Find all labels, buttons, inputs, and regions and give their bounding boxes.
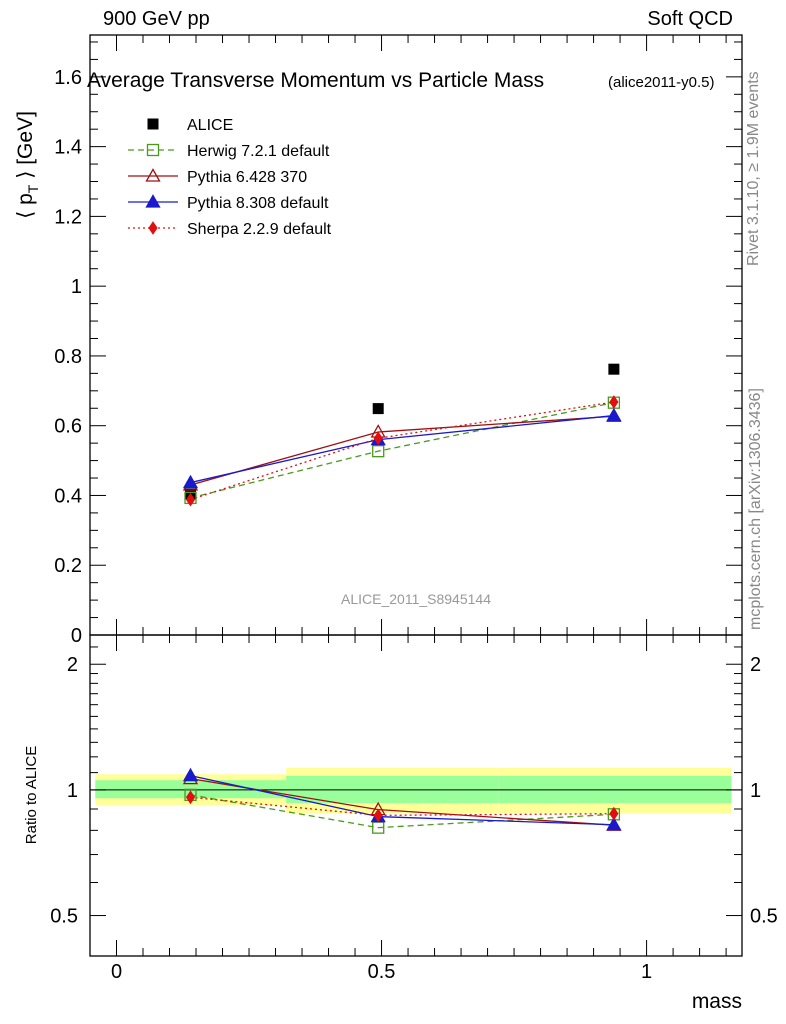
series-line-ratio	[190, 796, 614, 816]
series-point-main	[185, 492, 196, 507]
x-axis-label: mass	[692, 990, 742, 1013]
legend-label: Pythia 6.428 370	[187, 169, 307, 186]
y-tick-label: 0.4	[54, 485, 82, 507]
series-line-main	[190, 402, 615, 499]
axes	[89, 34, 743, 957]
ratio-y-axis-label: Ratio to ALICE	[23, 746, 40, 844]
series-point-main	[609, 395, 619, 409]
chart-subtitle: (alice2011-y0.5)	[608, 74, 714, 91]
legend: ALICE Herwig 7.2.1 default Pythia 6.428 37…	[128, 117, 332, 238]
analysis-watermark: ALICE_2011_S8945144	[341, 591, 491, 607]
y-tick-label: 0.2	[54, 555, 82, 577]
rivet-version-label: Rivet 3.1.10, ≥ 1.9M events	[745, 71, 762, 266]
legend-label: Sherpa 2.2.9 default	[187, 221, 332, 238]
series-line-main	[190, 415, 614, 486]
legend-marker	[147, 118, 159, 130]
series-point-main	[606, 407, 622, 422]
x-tick-label: 1	[641, 961, 652, 983]
series-point-ratio	[182, 767, 199, 782]
header-left: 900 GeV pp	[103, 8, 210, 30]
legend-label: ALICE	[187, 117, 233, 134]
series-line-main	[190, 414, 614, 484]
x-tick-label: 0	[111, 961, 122, 983]
header-right: Soft QCD	[647, 8, 733, 30]
alice-data-point	[372, 403, 384, 415]
series-point-main	[372, 445, 385, 458]
x-tick-label: 0.5	[368, 961, 396, 983]
series-line-main	[190, 401, 614, 501]
y-tick-label: 0	[71, 625, 82, 647]
y-tick-label: 1.6	[54, 67, 82, 89]
y-tick-label: 1.2	[54, 206, 82, 228]
ratio-tick-label-left: 0.5	[50, 906, 78, 928]
series-point-ratio	[185, 790, 196, 805]
legend-marker	[148, 221, 158, 235]
legend-label: Herwig 7.2.1 default	[187, 143, 330, 160]
ratio-tick-label-right: 2	[750, 654, 761, 676]
ratio-frame	[89, 634, 743, 957]
series-point-main	[373, 431, 383, 446]
data-markers	[182, 363, 622, 834]
y-tick-label: 0.8	[54, 346, 82, 368]
y-tick-label: 1	[71, 276, 82, 298]
alice-data-point	[608, 363, 620, 375]
legend-marker	[145, 168, 161, 182]
series-point-main	[182, 474, 199, 489]
ratio-tick-label-right: 0.5	[750, 906, 778, 928]
series-lines	[190, 401, 615, 829]
series-line-ratio	[190, 794, 614, 829]
series-point-ratio	[609, 806, 619, 821]
ratio-tick-label-left: 1	[67, 780, 78, 802]
y-tick-label: 1.4	[54, 137, 82, 159]
legend-label: Pythia 8.308 default	[187, 195, 329, 212]
ratio-tick-label-left: 2	[67, 654, 78, 676]
series-point-ratio	[606, 816, 622, 831]
chart-texts: 0 0.2 0.4 0.6 0.8 1 1.2 1.4 1.6 0 0.5 1 0.5 0.5 1 1 2 2 Av…	[14, 67, 778, 1013]
ratio-tick-label-right: 1	[750, 780, 761, 802]
y-tick-label: 0.6	[54, 416, 82, 438]
y-axis-label: ⟨ pT ⟩ [GeV]	[14, 111, 41, 219]
chart-title: Average Transverse Momentum vs Particle …	[87, 69, 544, 92]
legend-marker	[146, 143, 160, 157]
legend-marker	[145, 194, 161, 208]
mcplots-credit-label: mcplots.cern.ch [arXiv:1306.3436]	[747, 388, 764, 630]
series-point-ratio	[373, 808, 383, 823]
